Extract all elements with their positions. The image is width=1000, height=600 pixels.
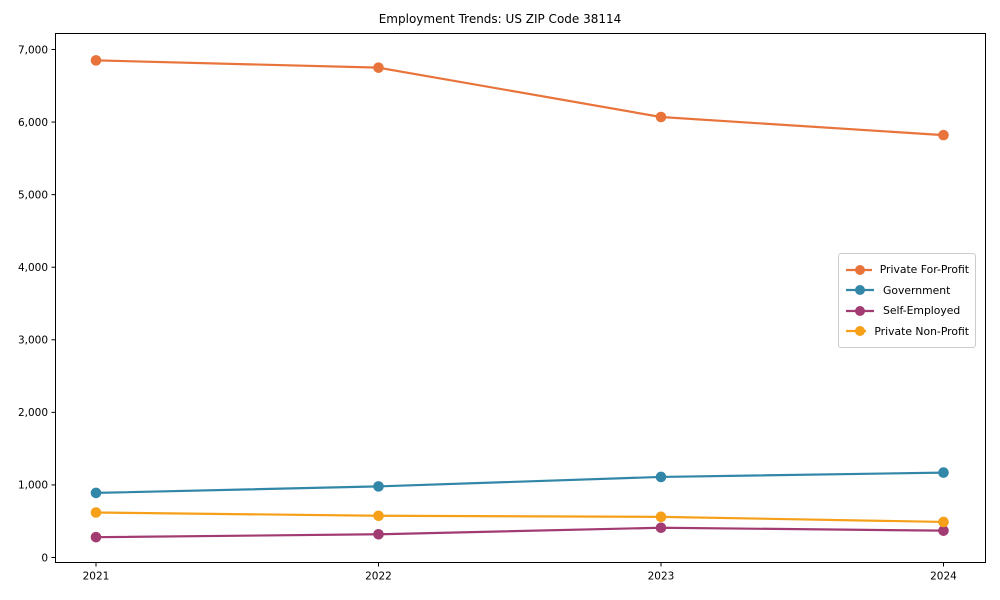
legend-marker-icon (846, 264, 872, 275)
y-tick-label: 1,000 (18, 480, 48, 492)
data-point (655, 471, 667, 483)
x-tick-label: 2022 (365, 571, 392, 583)
data-point (938, 516, 949, 528)
series-line-2 (94, 526, 945, 539)
data-point (655, 111, 667, 123)
y-tick-label: 0 (41, 552, 48, 564)
legend-label: Self-Employed (883, 304, 961, 317)
data-point (373, 481, 384, 492)
data-point (90, 507, 102, 518)
legend-row: Government (845, 281, 969, 300)
legend-row: Self-Employed (845, 301, 969, 320)
legend-label: Private Non-Profit (874, 324, 969, 338)
data-point (90, 531, 102, 543)
series-line-0 (94, 59, 945, 137)
y-tick-label: 6,000 (18, 117, 48, 129)
series-line-3 (94, 511, 945, 524)
x-tick-label: 2021 (83, 571, 110, 583)
data-point (655, 522, 667, 534)
y-tick-label: 2,000 (18, 407, 48, 419)
data-point (938, 467, 949, 478)
data-point (373, 62, 384, 73)
y-tick-label: 5,000 (18, 189, 48, 201)
chart-legend: Private For-Profit Government Self-Employe… (838, 253, 976, 348)
legend-label: Private For-Profit (879, 263, 969, 276)
legend-marker-icon (846, 326, 867, 336)
y-tick-label: 4,000 (18, 262, 48, 274)
series-line-1 (94, 471, 945, 495)
data-point (373, 510, 384, 522)
x-tick-label: 2023 (648, 571, 675, 583)
data-point (90, 487, 102, 499)
axes-frame (55, 33, 986, 563)
legend-row: Private Non-Profit (845, 322, 969, 341)
y-tick-label: 3,000 (18, 335, 48, 347)
data-point (938, 129, 949, 141)
data-point (373, 528, 384, 540)
data-point (90, 55, 102, 66)
legend-label: Government (883, 283, 951, 297)
data-point (938, 525, 949, 536)
x-tick-label: 2024 (930, 571, 957, 583)
chart-title: Employment Trends: US ZIP Code 38114 (378, 12, 622, 26)
legend-row: Private For-Profit (845, 260, 969, 279)
y-tick-label: 7,000 (18, 44, 48, 56)
legend-marker-icon (846, 305, 874, 316)
legend-marker-icon (846, 285, 874, 295)
data-point (655, 511, 667, 523)
